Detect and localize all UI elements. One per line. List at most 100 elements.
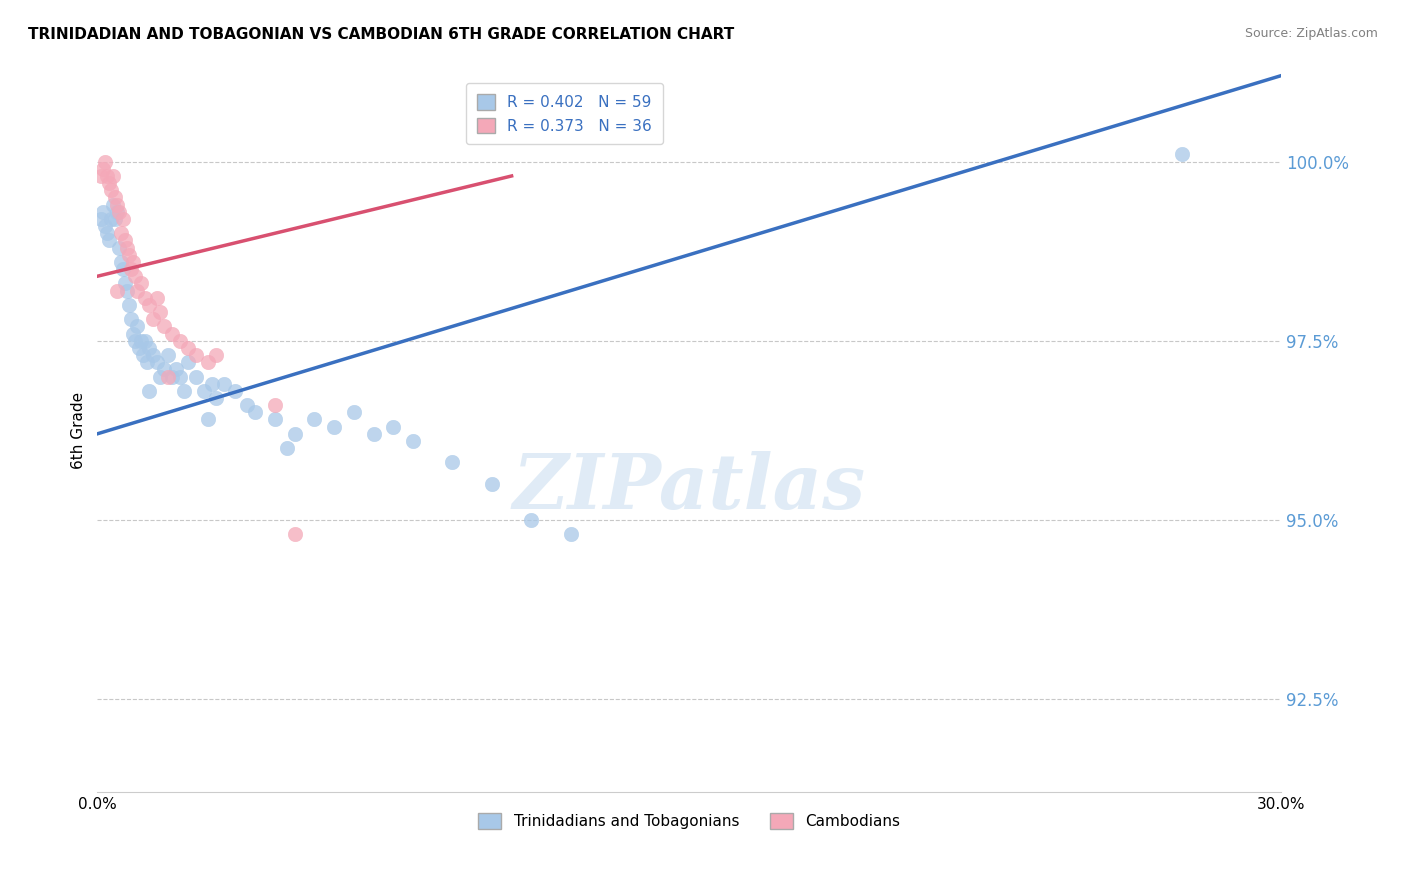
Point	[201, 376, 224, 391]
Point	[212, 376, 235, 391]
Point	[128, 341, 150, 355]
Point	[197, 355, 219, 369]
Point	[363, 426, 385, 441]
Point	[1171, 147, 1194, 161]
Point	[101, 169, 124, 183]
Point	[120, 312, 142, 326]
Point	[94, 219, 117, 233]
Point	[142, 348, 165, 362]
Point	[120, 262, 142, 277]
Point	[204, 348, 226, 362]
Point	[115, 241, 138, 255]
Point	[197, 412, 219, 426]
Point	[204, 391, 226, 405]
Point	[169, 369, 191, 384]
Point	[100, 183, 122, 197]
Point	[149, 369, 172, 384]
Point	[165, 362, 187, 376]
Point	[162, 326, 184, 341]
Point	[169, 334, 191, 348]
Point	[243, 405, 266, 419]
Text: ZIPatlas: ZIPatlas	[513, 451, 866, 525]
Point	[138, 341, 160, 355]
Point	[134, 334, 156, 348]
Point	[149, 305, 172, 319]
Point	[110, 255, 132, 269]
Text: Source: ZipAtlas.com: Source: ZipAtlas.com	[1244, 27, 1378, 40]
Point	[129, 277, 152, 291]
Point	[441, 455, 464, 469]
Point	[276, 441, 298, 455]
Point	[520, 513, 543, 527]
Point	[110, 227, 132, 241]
Point	[91, 161, 114, 176]
Point	[129, 334, 152, 348]
Point	[177, 355, 200, 369]
Point	[121, 255, 143, 269]
Point	[382, 419, 405, 434]
Point	[125, 284, 148, 298]
Point	[145, 291, 167, 305]
Point	[402, 434, 425, 448]
Point	[90, 211, 112, 226]
Point	[284, 527, 307, 541]
Point	[153, 319, 176, 334]
Point	[138, 384, 160, 398]
Point	[138, 298, 160, 312]
Point	[157, 348, 180, 362]
Point	[108, 204, 131, 219]
Point	[124, 334, 146, 348]
Point	[343, 405, 366, 419]
Point	[105, 204, 128, 219]
Y-axis label: 6th Grade: 6th Grade	[72, 392, 86, 469]
Point	[118, 298, 141, 312]
Point	[114, 277, 136, 291]
Point	[111, 211, 134, 226]
Point	[134, 291, 156, 305]
Point	[323, 419, 346, 434]
Point	[91, 204, 114, 219]
Point	[560, 527, 582, 541]
Legend: Trinidadians and Tobagonians, Cambodians: Trinidadians and Tobagonians, Cambodians	[472, 806, 905, 835]
Point	[193, 384, 215, 398]
Point	[142, 312, 165, 326]
Point	[481, 477, 503, 491]
Point	[184, 348, 207, 362]
Point	[157, 369, 180, 384]
Point	[162, 369, 184, 384]
Point	[100, 211, 122, 226]
Point	[173, 384, 195, 398]
Point	[104, 211, 127, 226]
Point	[96, 227, 118, 241]
Point	[96, 169, 118, 183]
Point	[105, 197, 128, 211]
Point	[264, 398, 287, 412]
Point	[105, 284, 128, 298]
Point	[177, 341, 200, 355]
Point	[135, 355, 157, 369]
Point	[224, 384, 246, 398]
Point	[90, 169, 112, 183]
Point	[118, 248, 141, 262]
Point	[114, 234, 136, 248]
Point	[153, 362, 176, 376]
Point	[98, 234, 121, 248]
Point	[236, 398, 259, 412]
Point	[108, 241, 131, 255]
Text: TRINIDADIAN AND TOBAGONIAN VS CAMBODIAN 6TH GRADE CORRELATION CHART: TRINIDADIAN AND TOBAGONIAN VS CAMBODIAN …	[28, 27, 734, 42]
Point	[184, 369, 207, 384]
Point	[304, 412, 326, 426]
Point	[145, 355, 167, 369]
Point	[121, 326, 143, 341]
Point	[98, 176, 121, 190]
Point	[125, 319, 148, 334]
Point	[115, 284, 138, 298]
Point	[94, 154, 117, 169]
Point	[284, 426, 307, 441]
Point	[101, 197, 124, 211]
Point	[104, 190, 127, 204]
Point	[124, 269, 146, 284]
Point	[111, 262, 134, 277]
Point	[132, 348, 155, 362]
Point	[264, 412, 287, 426]
